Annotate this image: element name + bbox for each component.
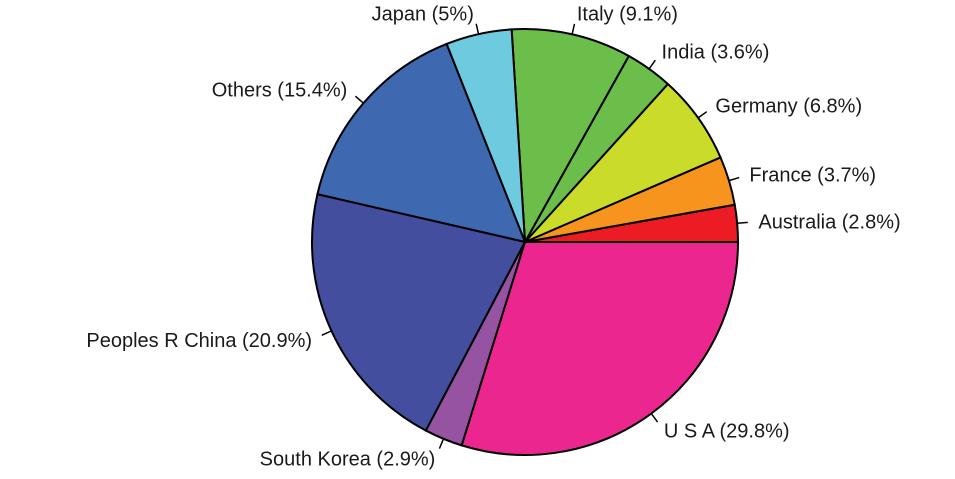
pie-slice [460,241,740,456]
label-tick [354,95,364,104]
label-tick [438,438,445,449]
pie-slice [510,28,631,246]
slice-label: South Korea (2.9%) [260,448,436,470]
label-tick [728,176,740,182]
label-tick [648,59,656,70]
slice-label: India (3.6%) [662,42,770,64]
label-tick [475,23,480,35]
slice-label: Italy (9.1%) [577,4,678,26]
pie-slice [311,193,527,432]
slice-label: Australia (2.8%) [758,211,900,233]
label-tick [321,330,332,336]
label-tick [737,221,748,225]
slice-label: France (3.7%) [749,165,876,187]
slice-label: Germany (6.8%) [715,95,862,117]
slice-label: U S A (29.8%) [664,421,790,443]
label-tick [571,23,576,35]
slice-label: Japan (5%) [372,3,474,25]
slice-label: Peoples R China (20.9%) [86,330,312,352]
pie-slice [316,42,527,244]
slice-label: Others (15.4%) [212,79,348,101]
label-tick [697,111,708,119]
label-tick [650,413,659,423]
